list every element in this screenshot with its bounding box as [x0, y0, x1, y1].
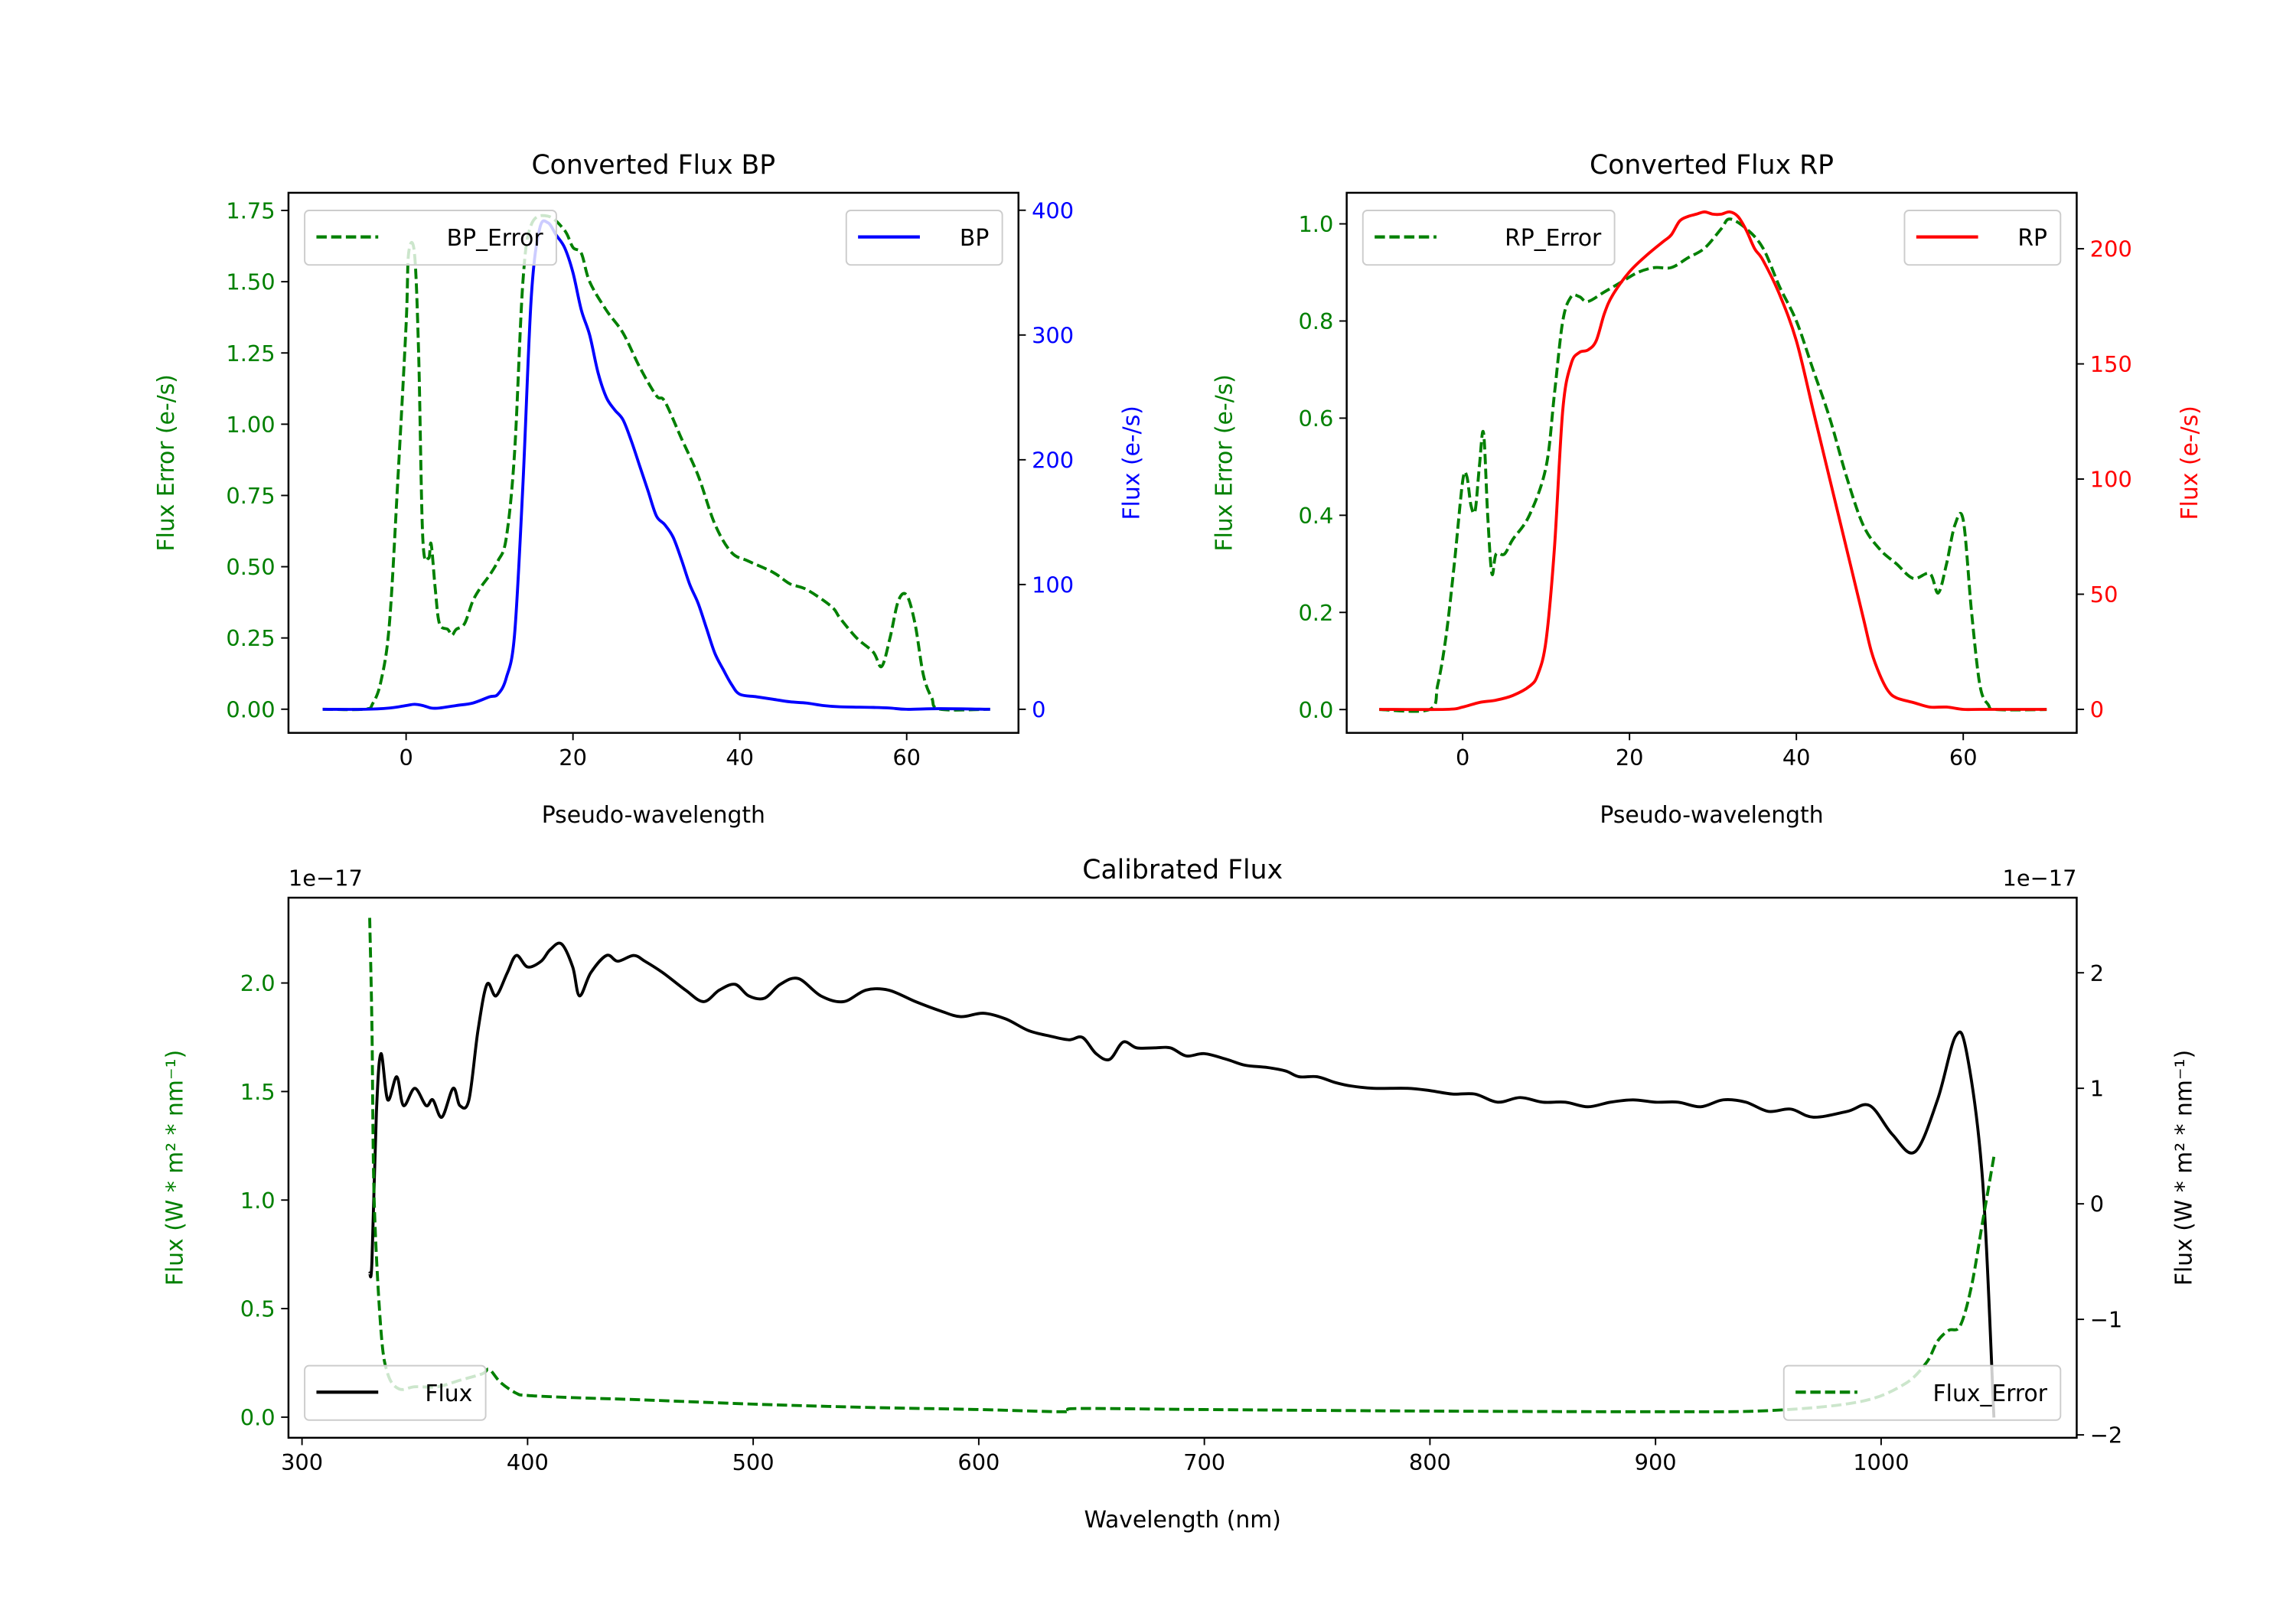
y-left-tick-label: 0.2: [1298, 600, 1333, 626]
y-left-axis-label: Flux Error (e-/s): [1212, 374, 1238, 551]
legend-box: [304, 210, 557, 266]
y-right-tick-label: 200: [1032, 447, 1074, 473]
legend-box: [1782, 1364, 2062, 1421]
legend-label: RP_Error: [1505, 225, 1602, 252]
y-right-tick-label: 0: [1032, 696, 1045, 722]
series-line-rp-error: [1379, 217, 2047, 713]
y-right-tick-label: 2: [2090, 960, 2104, 986]
x-axis-label: Pseudo-wavelength: [542, 802, 765, 829]
legend-box: [304, 1364, 487, 1421]
legend-label: RP: [2017, 225, 2047, 252]
y-right-tick-label: 1: [2090, 1076, 2104, 1102]
y-left-tick-label: 1.5: [240, 1079, 276, 1105]
y-right-tick-label: 100: [2090, 467, 2132, 493]
x-tick-label: 800: [1409, 1449, 1451, 1475]
y-right-tick-label: 50: [2090, 582, 2118, 608]
axes-frame: [1345, 191, 2078, 734]
y-right-tick-label: −1: [2090, 1307, 2123, 1333]
y-left-tick-label: 0.0: [240, 1404, 276, 1430]
y-left-tick-label: 1.0: [1298, 211, 1333, 237]
x-tick-label: 0: [1456, 745, 1469, 771]
y-right-axis-label: Flux (e-/s): [2177, 406, 2203, 520]
y-left-tick-label: 0.8: [1298, 308, 1333, 334]
legend-flux-error: Flux_Error: [1782, 1364, 2062, 1421]
legend-label: BP_Error: [447, 225, 544, 252]
y-left-tick-label: 0.4: [1298, 503, 1333, 529]
legend-label: Flux: [425, 1380, 472, 1407]
x-tick-label: 40: [726, 745, 754, 771]
chart-title: Calibrated Flux: [1082, 855, 1283, 885]
y-left-tick-label: 1.00: [226, 412, 275, 438]
axes-frame: [287, 191, 1020, 734]
y-left-offset-text: 1e−17: [289, 865, 363, 892]
y-left-tick-label: 1.0: [240, 1188, 276, 1214]
y-left-tick-label: 0.50: [226, 554, 275, 580]
legend-label: Flux_Error: [1933, 1380, 2048, 1407]
legend-box: [1362, 210, 1616, 266]
panel-converted-flux-rp: 0 20 40 60 0.0 0.2 0.4 0.6 0.8 1.0 0 50 100 150 200 Con…: [1212, 150, 2204, 829]
x-tick-label: 60: [892, 745, 921, 771]
y-left-tick-label: 2.0: [240, 970, 276, 996]
y-right-tick-label: 150: [2090, 351, 2132, 377]
legend-rp: RP: [1903, 210, 2062, 266]
x-tick-label: 500: [732, 1449, 775, 1475]
y-left-tick-label: 0.5: [240, 1296, 276, 1322]
y-right-offset-text: 1e−17: [2003, 865, 2077, 892]
axes-frame: [287, 896, 2078, 1439]
x-tick-label: 900: [1635, 1449, 1677, 1475]
y-right-tick-label: 0: [2090, 1191, 2104, 1217]
y-left-tick-label: 0.00: [226, 696, 275, 722]
x-tick-label: 700: [1183, 1449, 1225, 1475]
series-group: [1379, 210, 2047, 713]
legend-flux: Flux: [304, 1364, 487, 1421]
y-left-tick-label: 1.50: [226, 269, 275, 295]
y-right-tick-label: 300: [1032, 322, 1074, 348]
y-left-tick-label: 0.6: [1298, 406, 1333, 432]
series-line-bp: [322, 219, 990, 711]
legend-bp-error: BP_Error: [304, 210, 557, 266]
x-axis-label: Pseudo-wavelength: [1600, 802, 1823, 829]
x-tick-label: 20: [1616, 745, 1644, 771]
x-tick-label: 40: [1782, 745, 1811, 771]
x-tick-label: 1000: [1853, 1449, 1909, 1475]
series-line-flux: [368, 941, 1996, 1418]
legend-rp-error: RP_Error: [1362, 210, 1616, 266]
y-left-tick-label: 0.75: [226, 483, 275, 509]
y-right-tick-label: 400: [1032, 197, 1074, 223]
legend-box: [1903, 210, 2062, 266]
y-right-tick-label: 0: [2090, 697, 2104, 723]
legend-label: BP: [960, 225, 989, 252]
y-right-axis-label: Flux (W * m² * nm⁻¹): [2170, 1050, 2197, 1286]
y-left-tick-label: 1.75: [226, 198, 275, 224]
x-tick-label: 0: [399, 745, 413, 771]
y-right-axis-label: Flux (e-/s): [1118, 406, 1145, 520]
x-tick-label: 60: [1949, 745, 1978, 771]
y-right-tick-label: 200: [2090, 236, 2132, 262]
y-right-tick-label: 100: [1032, 572, 1074, 598]
y-left-tick-label: 0.25: [226, 625, 275, 651]
x-tick-label: 400: [507, 1449, 549, 1475]
x-axis-label: Wavelength (nm): [1084, 1507, 1280, 1534]
y-left-tick-label: 1.25: [226, 341, 275, 367]
panel-converted-flux-bp: 0 20 40 60 0.00 0.25 0.50 0.75 1.00 1.25 1.50 1.75 0…: [153, 150, 1146, 829]
chart-title: Converted Flux RP: [1590, 150, 1834, 181]
x-tick-label: 300: [281, 1449, 323, 1475]
series-line-rp: [1379, 210, 2047, 712]
y-left-axis-label: Flux (W * m² * nm⁻¹): [161, 1050, 188, 1286]
y-left-tick-label: 0.0: [1298, 697, 1333, 723]
x-tick-label: 20: [559, 745, 587, 771]
chart-title: Converted Flux BP: [532, 150, 776, 181]
y-left-axis-label: Flux Error (e-/s): [153, 374, 180, 551]
panel-calibrated-flux: 300 400 500 600 700 800 900 1000 0.0 0.5 1.0 1.5 2.0…: [161, 855, 2197, 1534]
legend-bp: BP: [845, 210, 1003, 266]
legend-box: [845, 210, 1003, 266]
y-right-tick-label: −2: [2090, 1423, 2123, 1449]
x-tick-label: 600: [957, 1449, 1000, 1475]
